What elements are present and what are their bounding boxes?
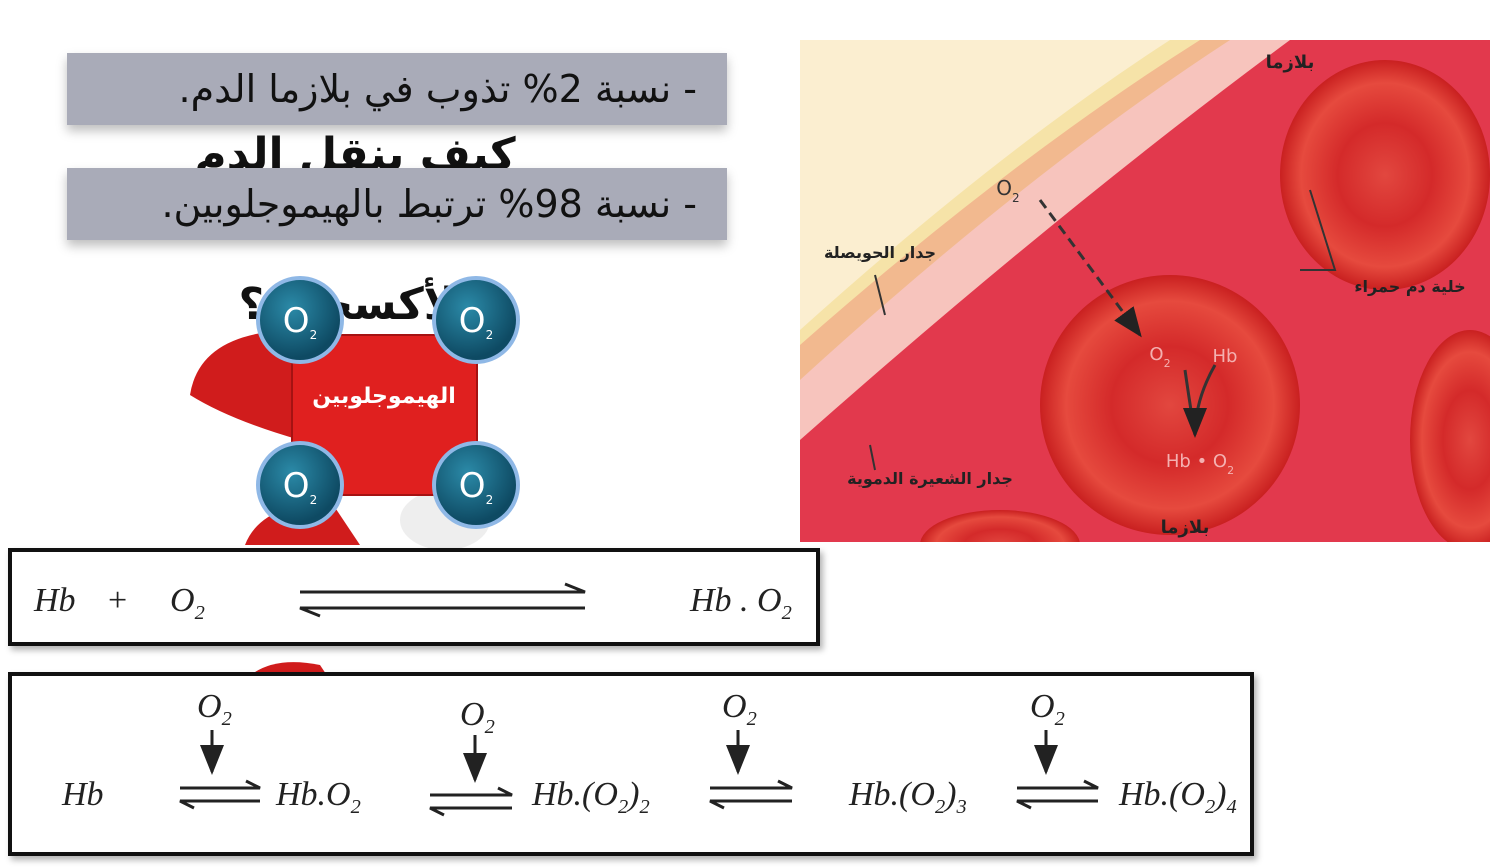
formula-text: O <box>283 466 310 506</box>
illustration-label: خلية دم حمراء <box>1354 277 1465 296</box>
oxygen: O2 <box>197 688 232 731</box>
formula-text: Hb.(O <box>849 776 935 813</box>
subscript: 2 <box>617 795 629 818</box>
oxygen-label: O2 <box>459 466 493 507</box>
formula-text: Hb.(O <box>1119 776 1205 813</box>
subscript: 2 <box>484 715 495 738</box>
subscript: 2 <box>310 493 318 507</box>
oxygen-badge: O2 <box>432 441 520 529</box>
formula-text: O <box>722 688 747 725</box>
red-shape <box>190 330 300 440</box>
oxygen-label: O2 <box>283 301 317 342</box>
plus-sign: + <box>108 582 128 619</box>
subscript: 2 <box>1054 707 1065 730</box>
oxygen-label: O2 <box>283 466 317 507</box>
subscript: 2 <box>486 493 494 507</box>
subscript: 2 <box>350 795 361 818</box>
illustration-label: O2 <box>1149 344 1170 370</box>
formula-text: Hb . O <box>690 582 782 619</box>
subscript: 2 <box>1012 191 1020 205</box>
formula-text: O <box>459 466 486 506</box>
subscript: 2 <box>746 707 757 730</box>
formula-text: ) <box>945 776 957 813</box>
equation-box: Hb + O2 Hb . O2 <box>8 548 820 646</box>
subscript: 2 <box>934 795 946 818</box>
oxygen-label: O2 <box>459 301 493 342</box>
illustration-label: بلازما <box>1266 52 1315 73</box>
bullet: - نسبة 98% ترتبط بالهيموجلوبين. <box>67 168 727 240</box>
formula-text: Hb • O <box>1166 451 1227 472</box>
formula-text: ) <box>1215 776 1227 813</box>
molecule: الهيموجلوبين O2 O2 O2 O2 <box>190 276 520 680</box>
subscript: 4 <box>1226 795 1237 818</box>
formula-text: Hb.O <box>276 776 351 813</box>
formula-text: O <box>197 688 222 725</box>
formula-text: O <box>996 176 1012 200</box>
formula-text: ) <box>628 776 640 813</box>
formula-text: O <box>283 301 310 341</box>
oxygen-badge: O2 <box>256 441 344 529</box>
illustration-label: جدار الحويصلة <box>824 243 936 262</box>
subscript: 3 <box>956 795 967 818</box>
subscript: 2 <box>639 795 650 818</box>
illustration-label: Hb <box>1213 346 1238 367</box>
product: Hb.(O2)4 <box>1119 776 1237 819</box>
oxygen: O2 <box>722 688 757 731</box>
subscript: 2 <box>310 328 318 342</box>
formula-text: O <box>459 301 486 341</box>
product: Hb . O2 <box>690 582 792 625</box>
subscript: 2 <box>486 328 494 342</box>
subscript: 2 <box>1227 464 1234 477</box>
formula-text: O <box>170 582 195 619</box>
formula-text: O <box>1149 344 1163 365</box>
illustration-label: O2 <box>996 176 1019 205</box>
formula-text: O <box>1030 688 1055 725</box>
oxygen: O2 <box>460 696 495 739</box>
oxygen-badge: O2 <box>432 276 520 364</box>
illustration-label: بلازما <box>1161 517 1210 538</box>
product: Hb.(O2)3 <box>849 776 967 819</box>
product: Hb.O2 <box>276 776 361 819</box>
product: Hb.(O2)2 <box>532 776 650 819</box>
illustration: بلازما O2 جدار الحويصلة خلية دم حمراء O2… <box>800 40 1490 542</box>
oxygen-badge: O2 <box>256 276 344 364</box>
illustration-label: جدار الشعيرة الدموية <box>847 469 1013 488</box>
formula-text: Hb.(O <box>532 776 618 813</box>
subscript: 2 <box>1164 357 1171 370</box>
subscript: 2 <box>194 601 205 624</box>
illustration-label: Hb • O2 <box>1166 451 1234 477</box>
reactant: Hb <box>34 582 76 619</box>
formula-text: O <box>460 696 485 733</box>
subscript: 2 <box>1204 795 1216 818</box>
subscript: 2 <box>221 707 232 730</box>
oxygen: O2 <box>1030 688 1065 731</box>
oxygen: O2 <box>170 582 205 625</box>
subscript: 2 <box>781 601 792 624</box>
equation-box: Hb O2 O2 O2 O2 Hb.O2 Hb.(O2)2 Hb.(O2)3 H… <box>8 672 1254 856</box>
hemoglobin-label: الهيموجلوبين <box>312 384 456 409</box>
bullet: - نسبة 2% تذوب في بلازما الدم. <box>67 53 727 125</box>
reactant: Hb <box>62 776 104 813</box>
